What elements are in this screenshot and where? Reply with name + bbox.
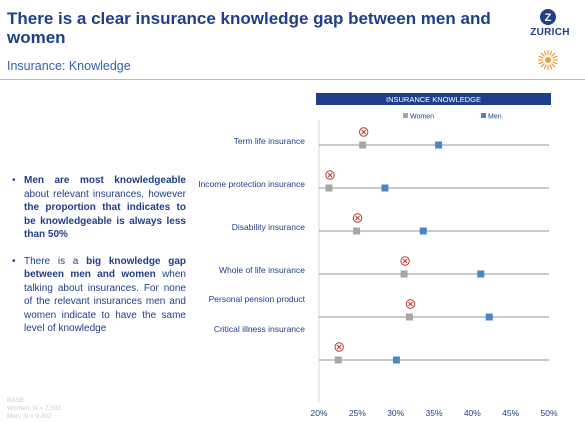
x-tick-label: 20%	[310, 408, 327, 418]
x-tick-label: 25%	[349, 408, 366, 418]
finding-2: There is a big knowledge gap between men…	[12, 255, 186, 336]
finding-1-part-1: Men are most knowledgeable	[24, 175, 186, 186]
point-men	[381, 184, 389, 192]
finding-2-part-2: big knowledge gap between men and women	[24, 255, 186, 281]
point-women	[359, 141, 367, 149]
base-women: Women, N = 7,592	[7, 405, 62, 412]
gap-marker-cross	[336, 344, 342, 350]
category-label: Personal pension product	[209, 294, 306, 304]
point-men	[435, 141, 443, 149]
legend-swatch-women	[403, 113, 408, 118]
gap-marker-icon	[400, 256, 410, 266]
zurich-logo-icon	[540, 9, 556, 25]
header-divider	[0, 79, 585, 80]
base-note: BASE Women, N = 7,592 Men, N = 9,302	[7, 397, 61, 421]
gap-marker-cross	[402, 258, 408, 264]
x-tick-label: 45%	[502, 408, 519, 418]
category-label: Disability insurance	[232, 222, 305, 232]
point-women	[405, 313, 413, 321]
x-tick-label: 40%	[464, 408, 481, 418]
base-men: Men, N = 9,302	[7, 413, 52, 420]
category-label: Whole of life insurance	[219, 265, 305, 275]
legend-label-men: Men	[488, 114, 502, 121]
point-women	[400, 270, 408, 278]
point-women	[353, 227, 361, 235]
category-label: Term life insurance	[234, 136, 306, 146]
point-women	[334, 356, 342, 364]
point-women	[325, 184, 333, 192]
chart-header-bar	[316, 93, 551, 105]
point-men	[485, 313, 493, 321]
point-men	[392, 356, 400, 364]
logo-wordmark: ZURICH	[530, 27, 570, 38]
chart-title: INSURANCE KNOWLEDGE	[386, 95, 481, 104]
gap-marker-icon	[325, 170, 335, 180]
sun-icon	[538, 50, 558, 70]
category-label: Income protection insurance	[198, 179, 305, 189]
page-title: There is a clear insurance knowledge gap…	[7, 9, 491, 47]
gap-marker-cross	[361, 129, 367, 135]
finding-2-part-1: There is a	[24, 255, 87, 267]
gap-marker-cross	[355, 215, 360, 221]
gap-marker-icon	[334, 342, 344, 352]
legend-label-women: Women	[410, 114, 434, 121]
gap-marker-cross	[408, 301, 413, 307]
key-findings: Men are most knowledgeable about relevan…	[12, 174, 186, 349]
finding-1-part-2: about relevant insurances, however	[24, 188, 186, 200]
zurich-logo: Z	[538, 9, 558, 70]
page-subtitle: Insurance: Knowledge	[7, 59, 131, 73]
base-title: BASE	[7, 397, 25, 404]
x-tick-label: 35%	[425, 408, 442, 418]
gap-marker-icon	[352, 213, 363, 223]
svg-text:Z: Z	[545, 12, 552, 24]
point-men	[477, 270, 485, 278]
finding-1-part-3: the proportion that indicates to be know…	[24, 202, 186, 240]
gap-marker-icon	[405, 299, 416, 309]
legend-swatch-men	[481, 113, 486, 118]
finding-1: Men are most knowledgeable about relevan…	[12, 174, 186, 242]
point-men	[419, 227, 427, 235]
gap-marker-icon	[359, 127, 369, 137]
finding-2-part-3: when talking about insurances. For none …	[24, 269, 186, 334]
gap-marker-cross	[327, 172, 333, 178]
x-tick-label: 30%	[387, 408, 404, 418]
x-tick-label: 50%	[540, 408, 557, 418]
category-label: Critical illness insurance	[214, 324, 305, 334]
